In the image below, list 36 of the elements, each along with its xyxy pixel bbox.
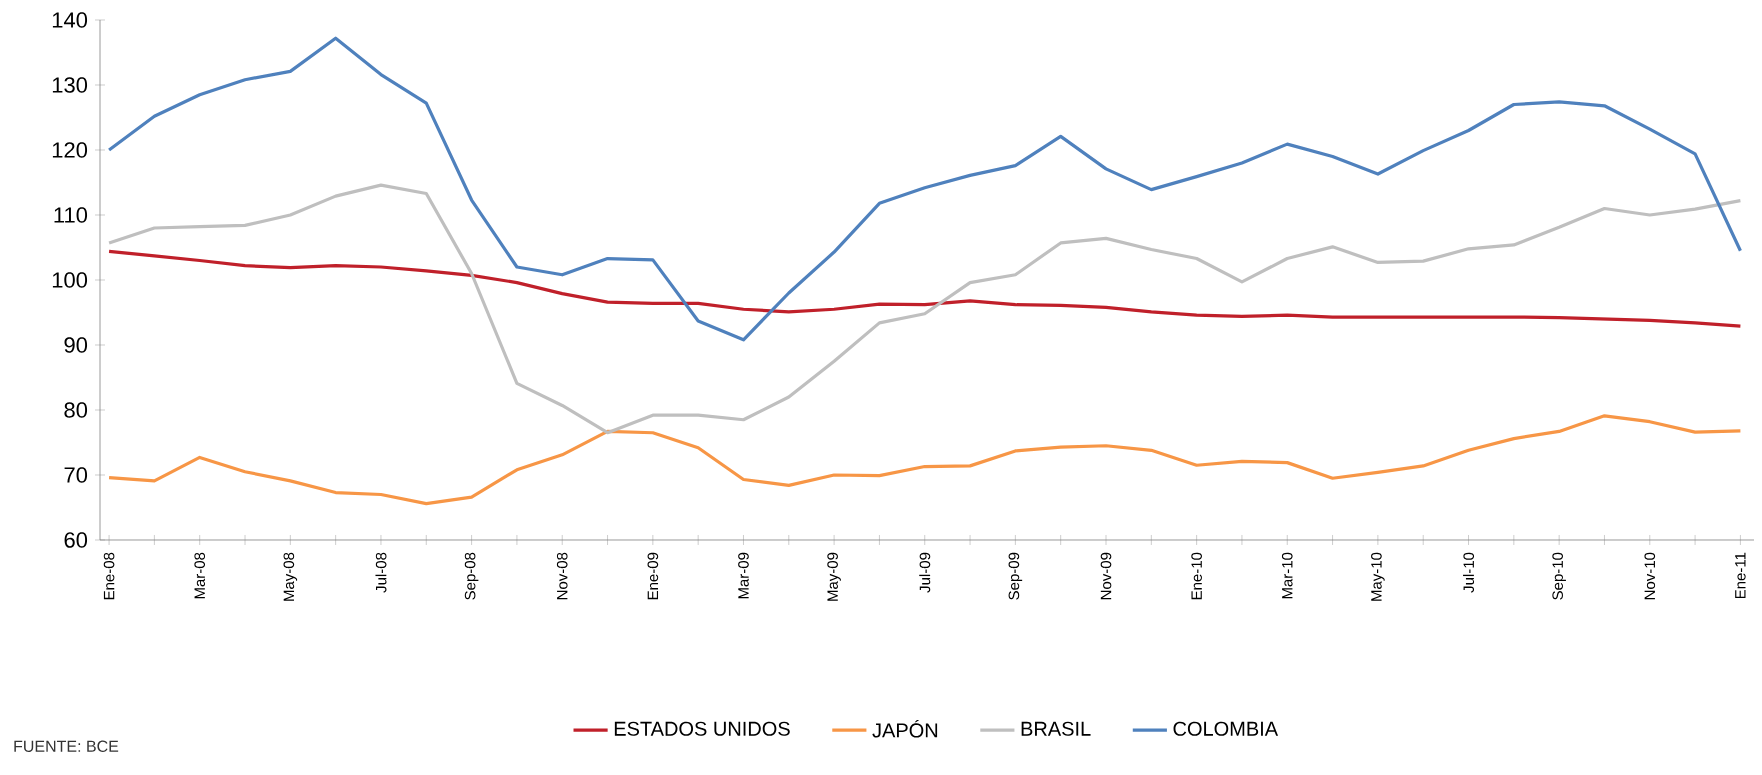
x-tick-label: Ene-11 <box>1735 552 1746 599</box>
x-tick-label: Mar-09 <box>738 552 749 599</box>
y-tick-label: 120 <box>52 142 88 158</box>
x-tick-label: Sep-08 <box>464 552 479 600</box>
x-tick-label: Jul-08 <box>375 552 387 593</box>
y-tick-label: 140 <box>52 12 88 28</box>
x-tick-label: Mar-10 <box>1281 552 1293 599</box>
source-note: FUENTE: BCE <box>14 740 119 752</box>
x-tick-label: Ene-10 <box>1191 552 1202 600</box>
x-tick-label: Nov-08 <box>556 552 568 600</box>
x-tick-label: Nov-09 <box>1100 552 1112 600</box>
line-series <box>107 183 1743 435</box>
y-tick-label: 60 <box>64 532 88 548</box>
legend-label: COLOMBIA <box>1173 721 1279 736</box>
x-tick-label: Sep-10 <box>1552 552 1566 600</box>
y-tick-label: 110 <box>54 207 88 223</box>
x-tick-label: May-10 <box>1371 552 1385 601</box>
y-tick-label: 90 <box>64 337 88 353</box>
legend-label: BRASIL <box>1021 721 1091 736</box>
x-tick-label: May-08 <box>283 552 298 601</box>
x-tick-label: Ene-08 <box>103 552 115 600</box>
legend-label: JAPÓN <box>872 719 938 738</box>
y-tick-label: 130 <box>52 77 88 93</box>
x-tick-label: Mar-08 <box>194 552 206 599</box>
x-tick-label: Nov-10 <box>1644 552 1656 600</box>
line-series <box>107 36 1743 342</box>
x-tick-label: Ene-09 <box>647 552 659 600</box>
y-tick-label: 80 <box>64 402 88 418</box>
y-tick-label: 100 <box>52 272 88 288</box>
x-tick-label: Jul-10 <box>1463 552 1475 593</box>
line-series <box>107 414 1743 506</box>
x-tick-label: Sep-09 <box>1008 552 1023 600</box>
x-tick-label: May-09 <box>827 552 841 601</box>
y-tick-label: 70 <box>64 467 88 483</box>
x-tick-label: Jul-09 <box>919 552 931 593</box>
legend-label: ESTADOS UNIDOS <box>614 721 790 736</box>
